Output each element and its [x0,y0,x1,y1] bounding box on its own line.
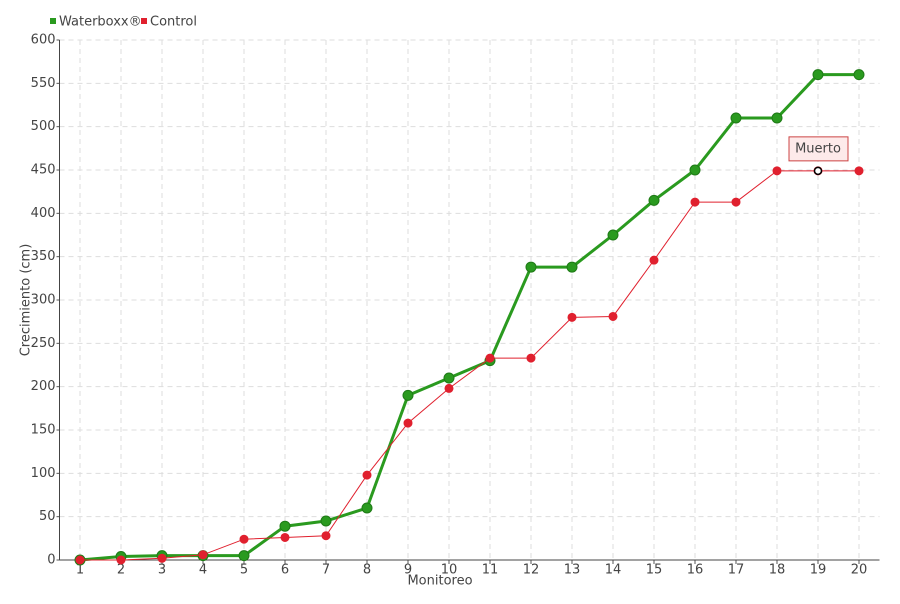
x-tick-label: 2 [117,563,125,578]
data-point [854,166,864,176]
data-point [772,166,782,176]
data-point [279,520,291,532]
data-point [403,418,413,428]
data-point [116,555,126,565]
data-point [607,229,619,241]
x-tick-label: 1 [76,563,84,578]
x-tick-label: 18 [769,563,786,578]
y-tick-label: 0 [47,553,55,568]
y-tick-label: 200 [31,379,56,394]
x-tick-label: 16 [687,563,704,578]
x-tick-label: 20 [851,563,868,578]
y-tick-label: 450 [31,163,56,178]
x-tick-label: 19 [810,563,827,578]
x-tick-label: 10 [441,563,458,578]
x-tick-label: 11 [482,563,499,578]
series-line [79,73,859,562]
data-point [690,197,700,207]
y-tick-label: 600 [31,33,56,48]
y-tick-label: 500 [31,119,56,134]
y-tick-label: 300 [31,293,56,308]
x-tick-label: 15 [646,563,663,578]
data-point [443,372,455,384]
y-tick-label: 150 [31,423,56,438]
x-tick-label: 14 [605,563,622,578]
data-point [771,112,783,124]
data-point [853,69,865,81]
legend-label: Waterboxx® [59,15,142,30]
data-point [567,312,577,322]
legend-swatch [50,18,56,24]
y-tick-label: 100 [31,466,56,481]
data-point [157,553,167,563]
data-point [280,532,290,542]
series-line [80,170,859,561]
annotation-text: Muerto [795,141,841,156]
x-tick-label: 12 [523,563,540,578]
data-point [648,194,660,206]
data-point [198,550,208,560]
data-point [485,353,495,363]
data-point [321,531,331,541]
data-point [361,502,373,514]
data-point [402,389,414,401]
x-tick-label: 3 [158,563,166,578]
data-point [362,470,372,480]
data-point [75,555,85,565]
data-point [566,261,578,273]
legend-swatch [141,18,147,24]
data-point [812,69,824,81]
data-point [689,164,701,176]
x-tick-label: 13 [564,563,581,578]
x-tick-label: 8 [363,563,371,578]
y-tick-label: 50 [39,509,56,524]
y-tick-label: 550 [31,76,56,91]
legend-label: Control [150,15,197,30]
x-tick-label: 5 [240,563,248,578]
x-tick-label: 17 [728,563,745,578]
data-point [444,383,454,393]
x-tick-label: 7 [322,563,330,578]
data-point [525,261,537,273]
x-tick-label: 6 [281,563,289,578]
data-point [238,550,250,562]
data-point [320,515,332,527]
data-point [608,311,618,321]
data-point [239,534,249,544]
y-axis-label: Crecimiento (cm) [19,244,34,357]
data-point [731,197,741,207]
y-tick-label: 250 [31,336,56,351]
annotation-marker [813,166,823,176]
x-tick-label: 4 [199,563,207,578]
x-tick-label: 9 [404,563,412,578]
y-tick-label: 400 [31,206,56,221]
annotation-box [788,136,849,162]
y-tick-label: 350 [31,249,56,264]
x-axis-label: Monitoreo [407,574,472,589]
data-point [526,353,536,363]
data-point [649,255,659,265]
data-point [730,112,742,124]
